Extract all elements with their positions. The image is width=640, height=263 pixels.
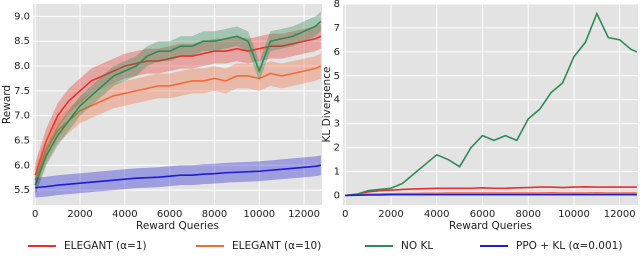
y-tick-label: 1	[334, 167, 340, 178]
x-tick-label: 4000	[424, 209, 449, 220]
y-tick-label: 6	[334, 47, 340, 58]
x-tick-label: 6000	[157, 209, 182, 220]
y-tick-label: 9.0	[14, 11, 30, 22]
y-tick-label: 4	[334, 95, 340, 106]
y-tick-label: 8.5	[14, 36, 30, 47]
x-tick-label: 0	[342, 209, 348, 220]
x-tick-label: 4000	[112, 209, 137, 220]
series-line	[35, 164, 322, 189]
y-tick-label: 8.0	[14, 61, 30, 72]
x-tick-label: 2000	[67, 209, 92, 220]
y-tick-label: 6.0	[14, 160, 30, 171]
legend-label: ELEGANT (α=10)	[232, 240, 321, 252]
x-tick-label: 12000	[288, 209, 320, 220]
y-axis-label: KL Divergence	[321, 67, 333, 143]
plot-marks	[34, 11, 322, 198]
series-line	[34, 35, 322, 176]
series-line	[345, 186, 637, 197]
series-line	[34, 20, 322, 186]
series-line	[345, 193, 637, 197]
y-tick-label: 6.5	[14, 135, 30, 146]
y-tick-label: 3	[334, 119, 340, 130]
plot-area	[343, 4, 638, 205]
y-tick-label: 0	[334, 190, 340, 201]
error-band	[35, 53, 321, 193]
x-tick-label: 6000	[470, 209, 495, 220]
x-tick-label: 8000	[202, 209, 227, 220]
y-tick-label: 7.0	[14, 111, 30, 122]
x-tick-label: 12000	[604, 209, 636, 220]
x-tick-label: 0	[32, 209, 38, 220]
y-tick-label: 2	[334, 143, 340, 154]
x-tick-label: 10000	[558, 209, 590, 220]
series-line	[34, 65, 322, 181]
series-line	[345, 11, 638, 197]
y-axis-label: Reward	[1, 85, 13, 124]
series-line	[345, 191, 637, 197]
legend-label: ELEGANT (α=1)	[64, 240, 147, 252]
error-band	[35, 155, 321, 198]
x-axis-label: Reward Queries	[449, 220, 532, 232]
x-tick-label: 2000	[378, 209, 403, 220]
y-tick-label: 5.5	[14, 185, 30, 196]
plot-marks	[345, 11, 638, 197]
x-axis-label: Reward Queries	[136, 220, 219, 232]
x-tick-label: 10000	[243, 209, 275, 220]
legend-label: PPO + KL (α=0.001)	[516, 240, 622, 252]
y-tick-label: 7	[334, 23, 340, 34]
y-tick-label: 8	[334, 0, 340, 10]
y-tick-label: 7.5	[14, 86, 30, 97]
legend-label: NO KL	[401, 240, 433, 252]
y-tick-label: 5	[334, 71, 340, 82]
x-tick-label: 8000	[516, 209, 541, 220]
error-band	[35, 23, 321, 188]
